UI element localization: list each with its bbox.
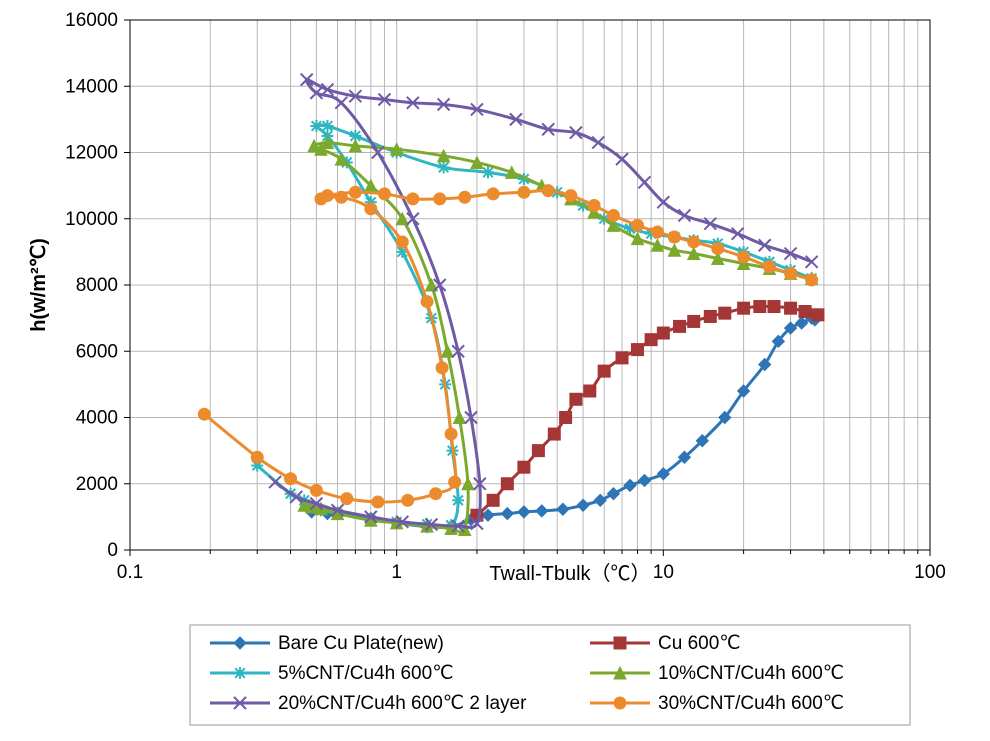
svg-text:4000: 4000 — [76, 408, 118, 429]
svg-text:6000: 6000 — [76, 341, 118, 362]
legend-item-4: 20%CNT/Cu4h 600℃ 2 layer — [278, 693, 527, 714]
svg-text:0: 0 — [107, 540, 118, 561]
legend-item-5: 30%CNT/Cu4h 600℃ — [658, 693, 844, 714]
legend: Bare Cu Plate(new) Cu 600℃ 5%CNT/Cu4h 600℃… — [190, 625, 910, 725]
chart-svg: 0 2000 4000 6000 8000 10000 12000 14000 16000 0.1… — [0, 0, 990, 741]
svg-text:14000: 14000 — [65, 76, 118, 97]
y-axis-label: h(w/m²℃) — [28, 238, 50, 332]
svg-text:8000: 8000 — [76, 275, 118, 296]
legend-item-2: 5%CNT/Cu4h 600℃ — [278, 663, 454, 684]
legend-item-3: 10%CNT/Cu4h 600℃ — [658, 663, 844, 684]
svg-text:10000: 10000 — [65, 209, 118, 230]
svg-text:16000: 16000 — [65, 10, 118, 31]
svg-text:10: 10 — [653, 562, 674, 583]
svg-text:0.1: 0.1 — [117, 562, 143, 583]
chart-container: 0 2000 4000 6000 8000 10000 12000 14000 16000 0.1… — [0, 0, 990, 741]
svg-text:100: 100 — [914, 562, 946, 583]
legend-item-0: Bare Cu Plate(new) — [278, 633, 444, 654]
x-axis-label: Twall-Tbulk（℃） — [489, 562, 650, 585]
legend-item-1: Cu 600℃ — [658, 633, 741, 654]
svg-text:1: 1 — [391, 562, 402, 583]
svg-text:2000: 2000 — [76, 474, 118, 495]
svg-text:12000: 12000 — [65, 143, 118, 164]
